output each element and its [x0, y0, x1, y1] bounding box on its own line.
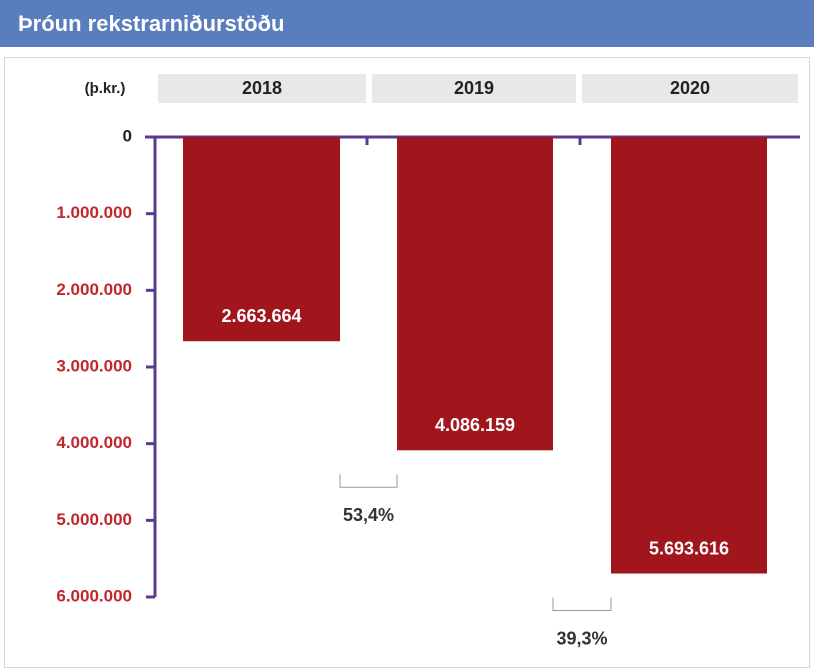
y-tick-label: 0 [123, 126, 132, 145]
header-bar [0, 0, 814, 47]
bar [611, 137, 767, 574]
category-header [158, 74, 366, 103]
annotation: 39,3% [556, 628, 607, 648]
y-tick-label: 4.000.000 [56, 433, 132, 452]
panel [4, 57, 810, 668]
x-tick-label: 2018 [242, 78, 282, 98]
y-tick-label: 1.000.000 [56, 203, 132, 222]
y-tick-label: 2.000.000 [56, 280, 132, 299]
data-label: 5.693.616 [649, 538, 729, 558]
y-axis-label: (þ.kr.) [85, 80, 126, 97]
y-tick-label: 6.000.000 [56, 586, 132, 605]
bracket [552, 597, 612, 612]
category-header [372, 74, 576, 103]
data-label: 4.086.159 [435, 415, 515, 435]
y-tick-label: 5.000.000 [56, 510, 132, 529]
category-header [582, 74, 798, 103]
x-tick-label: 2019 [454, 78, 494, 98]
y-tick-label: 3.000.000 [56, 356, 132, 375]
bar [397, 137, 553, 451]
x-tick-label: 2020 [670, 78, 710, 98]
bar [183, 137, 340, 342]
chart-title: Þróun rekstrarniðurstöðu [18, 11, 284, 36]
annotation: 53,4% [343, 505, 394, 525]
bracket [339, 474, 398, 488]
data-label: 2.663.664 [221, 306, 301, 326]
